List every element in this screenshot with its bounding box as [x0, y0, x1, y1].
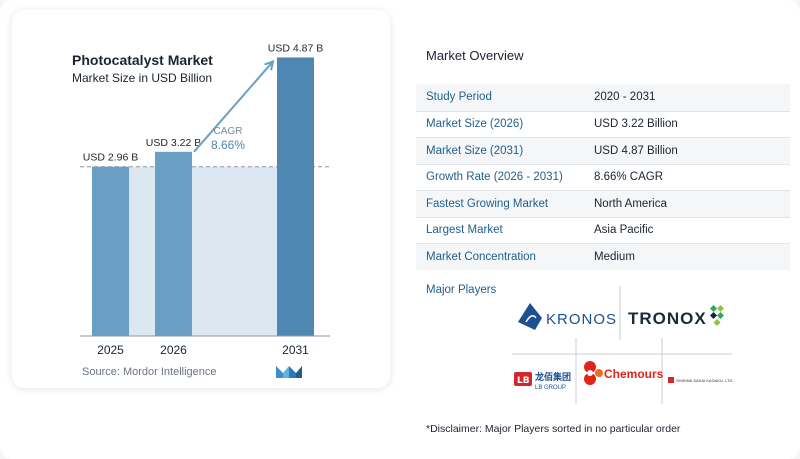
disclaimer: *Disclaimer: Major Players sorted in no … — [426, 423, 681, 435]
overview-value: USD 4.87 Billion — [594, 144, 678, 157]
chart-title: Photocatalyst Market — [72, 52, 213, 68]
bar-2025 — [92, 166, 129, 336]
cagr-label: CAGR — [214, 126, 243, 137]
data-label-2026: USD 3.22 B — [146, 137, 201, 149]
data-label-2031: USD 4.87 B — [268, 42, 323, 54]
overview-label: Study Period — [426, 91, 492, 104]
overview-value: Medium — [594, 250, 635, 263]
cagr-value: 8.66% — [211, 138, 245, 152]
overview-label: Fastest Growing Market — [426, 197, 549, 210]
overview-value: 2020 - 2031 — [594, 91, 656, 104]
overview-label: Market Concentration — [426, 250, 536, 263]
players-title: Major Players — [426, 284, 497, 296]
overview-row: Market Concentration Medium — [416, 243, 790, 270]
data-label-2025: USD 2.96 B — [83, 152, 138, 164]
source-text: Source: Mordor Intelligence — [82, 366, 217, 378]
bar-chart: USD 2.96 B 2025 USD 3.22 B 2026 USD 4.87 B 20… — [80, 42, 330, 357]
cagr-arrowhead — [264, 59, 275, 71]
overview-label: Market Size (2026) — [426, 118, 524, 131]
overview-label: Growth Rate (2026 - 2031) — [426, 171, 563, 184]
chart-subtitle: Market Size in USD Billion — [72, 71, 213, 85]
bar-2026 — [155, 151, 192, 336]
overview-row: Market Size (2026) USD 3.22 Billion — [416, 110, 790, 138]
bar-2031 — [277, 57, 314, 336]
overview-value: USD 3.22 Billion — [594, 118, 678, 131]
tick-label-2026: 2026 — [160, 343, 187, 357]
tick-label-2025: 2025 — [97, 343, 124, 357]
cagr-arrow — [193, 60, 274, 153]
overview-title: Market Overview — [426, 48, 524, 63]
overview-value: North America — [594, 197, 667, 210]
overview-label: Largest Market — [426, 224, 503, 237]
overview-value: 8.66% CAGR — [594, 171, 664, 184]
mordor-logo — [276, 366, 302, 378]
overview-label: Market Size (2031) — [426, 144, 524, 157]
overview-row: Study Period 2020 - 2031 — [416, 84, 790, 111]
overview-row: Market Size (2031) USD 4.87 Billion — [416, 137, 790, 164]
tick-label-2031: 2031 — [282, 343, 309, 357]
overview-row: Fastest Growing Market North America — [416, 190, 790, 217]
overview-row: Growth Rate (2026 - 2031) 8.66% CAGR — [416, 163, 790, 191]
overview-value: Asia Pacific — [594, 224, 654, 237]
overview-table: Study Period 2020 - 2031 Market Size (2026… — [416, 84, 790, 270]
overview-row: Largest Market Asia Pacific — [416, 216, 790, 244]
